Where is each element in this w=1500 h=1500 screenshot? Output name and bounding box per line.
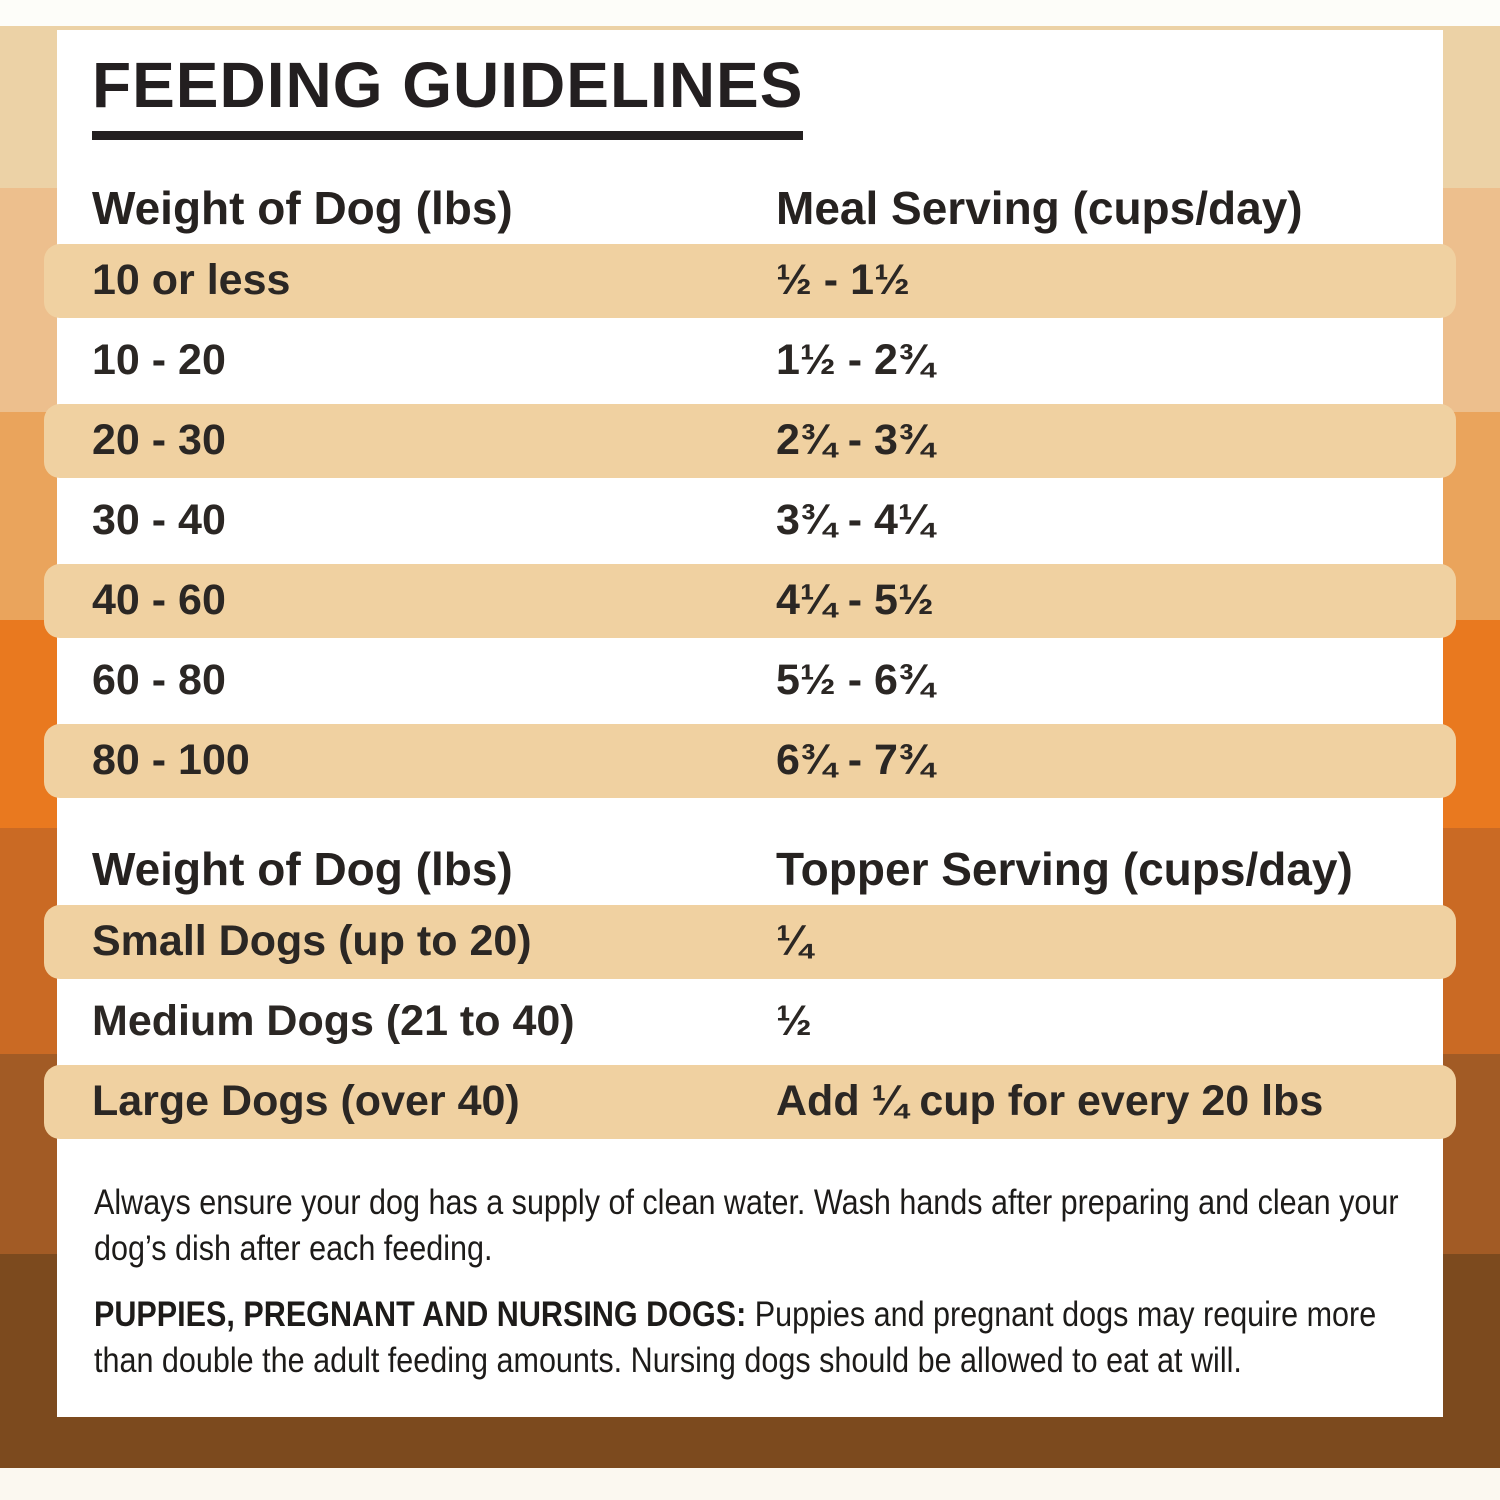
serving-cell: ½ - 1½	[776, 256, 910, 305]
meal-serving-column-header: Meal Serving (cups/day)	[776, 182, 1303, 235]
topper-serving-column-header: Topper Serving (cups/day)	[776, 843, 1353, 896]
weight-cell: 60 - 80	[92, 656, 226, 705]
table-row: 10 - 20 1½ - 2¾	[57, 321, 1443, 401]
serving-cell: 5½ - 6¾	[776, 656, 934, 705]
weight-cell: Small Dogs (up to 20)	[92, 917, 532, 966]
table-row: 80 - 100 6¾ - 7¾	[44, 721, 1456, 801]
weight-cell: 40 - 60	[92, 576, 226, 625]
serving-cell: 2¾ - 3¾	[776, 416, 934, 465]
bg-stripe-cream-top	[0, 0, 1500, 26]
weight-cell: 80 - 100	[92, 736, 250, 785]
special-feeding-note-label: PUPPIES, PREGNANT AND NURSING DOGS:	[94, 1294, 747, 1334]
table-row: 60 - 80 5½ - 6¾	[57, 641, 1443, 721]
clean-water-note: Always ensure your dog has a supply of c…	[94, 1182, 1399, 1268]
table-row: 20 - 30 2¾ - 3¾	[44, 401, 1456, 481]
serving-cell: 4¼ - 5½	[776, 576, 934, 625]
meal-table-header-row: Weight of Dog (lbs) Meal Serving (cups/d…	[57, 182, 1443, 235]
table-row: Small Dogs (up to 20) ¼	[44, 902, 1456, 982]
topper-table-rows: Small Dogs (up to 20) ¼ Medium Dogs (21 …	[44, 902, 1456, 1142]
topper-serving-table: Weight of Dog (lbs) Topper Serving (cups…	[44, 843, 1456, 1142]
topper-table-header-row: Weight of Dog (lbs) Topper Serving (cups…	[57, 843, 1443, 896]
feeding-guidelines-card: FEEDING GUIDELINES Weight of Dog (lbs) M…	[44, 30, 1456, 1417]
serving-cell: 1½ - 2¾	[776, 336, 934, 385]
special-feeding-note-text: Puppies and pregnant dogs may require mo…	[94, 1294, 1377, 1380]
weight-column-header: Weight of Dog (lbs)	[92, 182, 513, 235]
serving-cell: ¼	[776, 917, 812, 966]
table-row: Medium Dogs (21 to 40) ½	[57, 982, 1443, 1062]
weight-cell: Large Dogs (over 40)	[92, 1077, 520, 1126]
table-row: 30 - 40 3¾ - 4¼	[57, 481, 1443, 561]
serving-cell: 6¾ - 7¾	[776, 736, 934, 785]
weight-column-header: Weight of Dog (lbs)	[92, 843, 513, 896]
serving-cell: 3¾ - 4¼	[776, 496, 934, 545]
footnotes: Always ensure your dog has a supply of c…	[94, 1180, 1403, 1384]
serving-cell: Add ¼ cup for every 20 lbs	[776, 1077, 1324, 1126]
page-title: FEEDING GUIDELINES	[92, 51, 804, 141]
weight-cell: 10 or less	[92, 256, 291, 305]
bg-stripe-cream-bottom	[0, 1468, 1500, 1500]
weight-cell: 10 - 20	[92, 336, 226, 385]
table-row: 10 or less ½ - 1½	[44, 241, 1456, 321]
table-row: 40 - 60 4¼ - 5½	[44, 561, 1456, 641]
weight-cell: 30 - 40	[92, 496, 226, 545]
table-row: Large Dogs (over 40) Add ¼ cup for every…	[44, 1062, 1456, 1142]
weight-cell: 20 - 30	[92, 416, 226, 465]
meal-serving-table: Weight of Dog (lbs) Meal Serving (cups/d…	[44, 182, 1456, 801]
serving-cell: ½	[776, 997, 812, 1046]
special-feeding-note: PUPPIES, PREGNANT AND NURSING DOGS: Pupp…	[94, 1292, 1403, 1384]
meal-table-rows: 10 or less ½ - 1½ 10 - 20 1½ - 2¾ 20 - 3…	[44, 241, 1456, 801]
weight-cell: Medium Dogs (21 to 40)	[92, 997, 575, 1046]
